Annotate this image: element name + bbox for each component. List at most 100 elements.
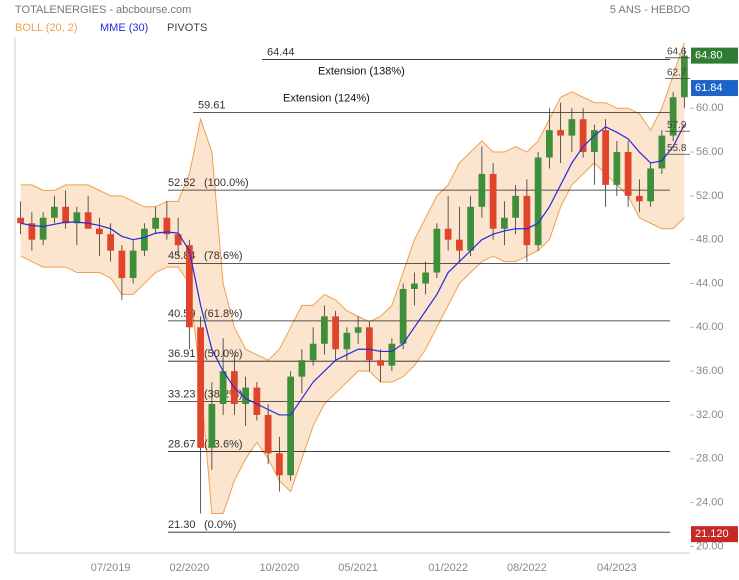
candle-body <box>512 195 519 218</box>
fib-value: 33.23 <box>168 388 196 400</box>
price-marker <box>691 80 738 97</box>
fib-pct: (0.0%) <box>204 519 236 531</box>
candle-body <box>658 135 666 169</box>
candle-body <box>399 288 407 344</box>
candle-body <box>546 130 553 158</box>
candle-body <box>377 360 384 366</box>
y-tick-label: 40.00 <box>696 321 724 333</box>
candle-body <box>253 387 261 415</box>
candle-body <box>411 283 418 289</box>
price-marker-label: 21.120 <box>695 528 729 540</box>
y-tick-label: 44.00 <box>696 277 724 289</box>
candle-body <box>208 404 216 448</box>
candle-body <box>141 228 148 251</box>
candle-body <box>456 239 463 251</box>
pivot-label: 57.9 <box>667 120 687 131</box>
candle-body <box>264 414 272 454</box>
candle-body <box>96 228 103 235</box>
fib-pct: (100.0%) <box>204 177 249 189</box>
price-marker <box>691 526 738 543</box>
legend-entry: BOLL (20, 2) <box>15 22 78 34</box>
chart-title: TOTALENERGIES - abcbourse.com <box>15 4 191 16</box>
pivot-label: 64.6 <box>667 46 687 57</box>
extension-text: Extension (124%) <box>283 92 370 104</box>
extension-value: 59.61 <box>198 99 226 111</box>
candle-body <box>197 327 204 448</box>
candle-body <box>489 173 497 229</box>
x-tick-label: 07/2019 <box>91 562 131 574</box>
fib-value: 28.67 <box>168 438 196 450</box>
bollinger-fill <box>20 42 685 514</box>
candle-body <box>444 228 452 240</box>
y-tick-label: 52.00 <box>696 190 724 202</box>
candle-body <box>501 217 508 229</box>
x-tick-label: 10/2020 <box>259 562 299 574</box>
candle-body <box>343 332 351 350</box>
candle-body <box>579 119 587 153</box>
candle-body <box>388 343 396 366</box>
candle-body <box>309 343 317 361</box>
bollinger-upper <box>20 42 685 361</box>
candle-body <box>28 223 36 240</box>
candle-body <box>118 250 126 279</box>
candle-body <box>107 234 114 251</box>
candle-body <box>433 228 441 273</box>
candle-body <box>73 212 81 224</box>
candle-body <box>242 387 249 405</box>
candle-body <box>287 376 294 476</box>
y-tick-label: 48.00 <box>696 234 724 246</box>
candle-body <box>669 97 677 136</box>
candle-body <box>602 130 609 185</box>
candle-body <box>51 206 58 218</box>
candle-body <box>129 250 137 279</box>
candle-body <box>523 195 531 246</box>
candle-body <box>467 206 474 251</box>
y-tick-label: 32.00 <box>696 409 724 421</box>
y-tick-label: 24.00 <box>696 497 724 509</box>
candle-body <box>624 152 632 196</box>
candle-body <box>332 316 339 350</box>
fib-value: 21.30 <box>168 519 196 531</box>
candle-body <box>366 327 373 361</box>
candle-body <box>534 157 542 246</box>
extension-value: 64.44 <box>267 46 295 58</box>
candle-body <box>557 130 564 136</box>
price-marker-label: 61.84 <box>695 82 723 94</box>
candle-body <box>152 217 159 229</box>
candle-body <box>62 206 69 224</box>
extension-text: Extension (138%) <box>318 65 405 77</box>
candle-body <box>321 316 328 344</box>
candle-body <box>422 272 429 284</box>
candle-body <box>219 371 227 405</box>
y-tick-label: 60.00 <box>696 102 724 114</box>
y-tick-label: 28.00 <box>696 453 724 465</box>
x-tick-label: 02/2020 <box>169 562 209 574</box>
bollinger-lower <box>20 162 685 515</box>
y-tick-label: 56.00 <box>696 146 724 158</box>
candle-body <box>84 212 92 229</box>
fib-pct: (78.6%) <box>204 250 243 262</box>
x-tick-label: 04/2023 <box>597 562 637 574</box>
y-tick-label: 36.00 <box>696 365 724 377</box>
chart-subtitle: 5 ANS - HEBDO <box>610 4 691 16</box>
legend-entry: MME (30) <box>100 22 148 34</box>
candle-body <box>478 173 486 207</box>
candle-body <box>17 217 24 224</box>
legend-entry: PIVOTS <box>167 22 207 34</box>
x-tick-label: 05/2021 <box>338 562 378 574</box>
candle-body <box>186 245 193 328</box>
candle-body <box>613 152 621 185</box>
candle-body <box>568 119 576 136</box>
fib-value: 36.91 <box>168 348 196 360</box>
mme-line <box>20 124 685 416</box>
candle-body <box>681 55 688 98</box>
candle-body <box>647 168 654 202</box>
y-tick-label: 20.00 <box>696 540 724 552</box>
fib-value: 52.52 <box>168 177 196 189</box>
price-marker <box>691 47 738 64</box>
candle-body <box>163 217 171 235</box>
x-tick-label: 01/2022 <box>428 562 468 574</box>
candle-body <box>174 234 182 246</box>
candle-body <box>276 453 283 476</box>
